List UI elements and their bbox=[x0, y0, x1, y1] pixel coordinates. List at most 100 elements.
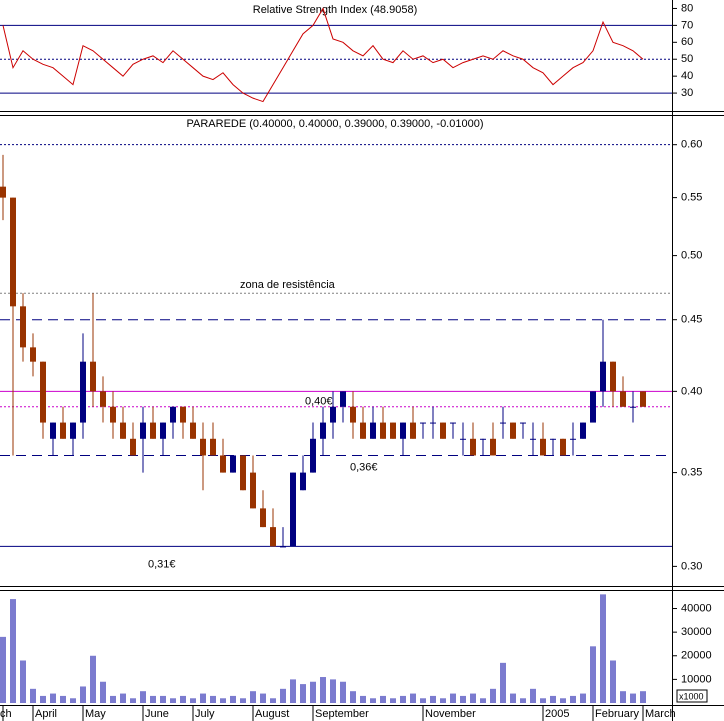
volume-bar bbox=[590, 646, 596, 703]
candle-body bbox=[260, 508, 266, 528]
candle-body bbox=[460, 438, 466, 440]
candle-body bbox=[70, 422, 76, 439]
y-tick-label: 0.60 bbox=[681, 139, 702, 151]
volume-bar bbox=[450, 693, 456, 703]
volume-bar bbox=[180, 695, 186, 703]
y-tick-label: 0.30 bbox=[681, 560, 702, 572]
candle-body bbox=[200, 438, 206, 456]
volume-bar bbox=[280, 688, 286, 703]
panel bbox=[0, 144, 672, 548]
volume-bar bbox=[200, 693, 206, 703]
y-tick-label: 70 bbox=[681, 19, 693, 31]
y-tick-label: 0.40 bbox=[681, 385, 702, 397]
volume-bar bbox=[10, 599, 16, 703]
volume-bar bbox=[570, 695, 576, 703]
candle-body bbox=[630, 406, 636, 408]
candle-body bbox=[210, 438, 216, 456]
candle-body bbox=[240, 455, 246, 491]
volume-bar bbox=[110, 695, 116, 703]
candle-body bbox=[300, 472, 306, 491]
unit-label: x1000 bbox=[679, 691, 704, 701]
candle-body bbox=[250, 472, 256, 509]
volume-bar bbox=[130, 698, 136, 703]
candle-body bbox=[590, 391, 596, 423]
candle-body bbox=[150, 422, 156, 439]
volume-bar bbox=[220, 698, 226, 703]
volume-bar bbox=[0, 636, 6, 703]
candle-body bbox=[100, 391, 106, 407]
y-tick-label: 60 bbox=[681, 36, 693, 48]
rsi-line bbox=[2, 7, 644, 103]
candle-body bbox=[0, 186, 6, 198]
volume-bar bbox=[170, 698, 176, 703]
volume-bar bbox=[360, 695, 366, 703]
candle-body bbox=[30, 347, 36, 362]
volume-bar bbox=[160, 695, 166, 703]
y-tick-label: 30 bbox=[681, 87, 693, 99]
y-tick-label: 80 bbox=[681, 2, 693, 14]
volume-bar bbox=[40, 695, 46, 703]
reference-label: 0,40€ bbox=[305, 395, 333, 407]
volume-bar bbox=[140, 691, 146, 703]
volume-bar bbox=[600, 594, 606, 703]
volume-bar bbox=[370, 698, 376, 703]
volume-bar bbox=[560, 698, 566, 703]
volume-bar bbox=[30, 688, 36, 703]
candle-body bbox=[40, 361, 46, 423]
volume-bar bbox=[620, 691, 626, 703]
volume-bar bbox=[470, 693, 476, 703]
reference-label: zona de resistência bbox=[240, 279, 336, 291]
x-tick-label: August bbox=[255, 708, 289, 720]
volume-bar bbox=[250, 691, 256, 703]
candle-body bbox=[10, 197, 16, 307]
x-tick-label: April bbox=[35, 708, 57, 720]
x-tick-label: March bbox=[645, 708, 676, 720]
candle-body bbox=[520, 422, 526, 424]
volume-bar bbox=[90, 655, 96, 703]
y-tick-label: 40000 bbox=[681, 602, 712, 614]
candle-body bbox=[310, 438, 316, 473]
candle-body bbox=[580, 422, 586, 439]
candle-body bbox=[480, 438, 486, 440]
volume-bar bbox=[460, 695, 466, 703]
candle-body bbox=[560, 438, 566, 456]
reference-label: 0,36€ bbox=[350, 461, 378, 473]
volume-bar bbox=[100, 681, 106, 703]
volume-bar bbox=[60, 695, 66, 703]
x-tick-label: May bbox=[85, 708, 106, 720]
candle-body bbox=[410, 422, 416, 439]
volume-bar bbox=[410, 693, 416, 703]
candle-body bbox=[400, 422, 406, 439]
volume-bar bbox=[310, 681, 316, 703]
candle-body bbox=[570, 438, 576, 440]
candle-body bbox=[530, 438, 536, 440]
volume-bar bbox=[630, 693, 636, 703]
candle-body bbox=[270, 527, 276, 547]
candle-body bbox=[170, 406, 176, 423]
x-tick-label: 2005 bbox=[545, 708, 569, 720]
candle-body bbox=[440, 422, 446, 439]
y-tick-label: 10000 bbox=[681, 673, 712, 685]
volume-bar bbox=[420, 698, 426, 703]
candle-body bbox=[380, 422, 386, 439]
candle-body bbox=[320, 422, 326, 439]
candle-body bbox=[20, 306, 26, 348]
volume-bar bbox=[320, 677, 326, 703]
volume-bar bbox=[70, 698, 76, 703]
candle-body bbox=[160, 422, 166, 439]
volume-bar bbox=[190, 698, 196, 703]
candle-body bbox=[640, 391, 646, 407]
candle-body bbox=[130, 438, 136, 456]
candle-body bbox=[360, 422, 366, 439]
volume-bar bbox=[580, 693, 586, 703]
volume-bar bbox=[80, 686, 86, 703]
panel bbox=[0, 594, 646, 703]
candle-body bbox=[370, 422, 376, 439]
candle-body bbox=[430, 422, 436, 424]
candle-body bbox=[420, 422, 426, 424]
rsi-title: Relative Strength Index (48.9058) bbox=[253, 4, 418, 16]
volume-bar bbox=[350, 691, 356, 703]
candle-body bbox=[600, 361, 606, 392]
candle-body bbox=[470, 438, 476, 456]
